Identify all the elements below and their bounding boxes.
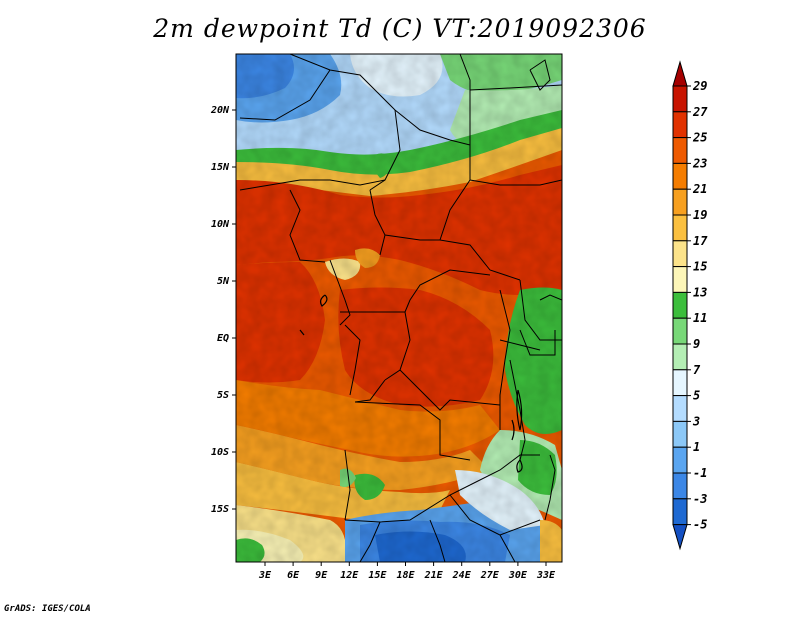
colorbar-label: 5 xyxy=(693,389,700,403)
colorbar-label: 1 xyxy=(693,440,700,454)
colorbar-label: -5 xyxy=(693,518,707,532)
colorbar-swatch xyxy=(672,291,688,319)
colorbar: 29 27 25 23 21 19 17 15 13 11 9 7 5 3 1 -1 -3 -5 xyxy=(672,60,708,551)
colorbar-swatch xyxy=(672,498,688,526)
colorbar-swatch xyxy=(672,214,688,242)
latitude-axis: 20N 15N 10N 5N EQ 5S 10S 15S xyxy=(210,105,236,515)
colorbar-label: 9 xyxy=(693,337,700,351)
colorbar-label: 13 xyxy=(693,285,707,299)
colorbar-label: 29 xyxy=(692,79,707,93)
colorbar-swatch xyxy=(672,369,688,397)
country-borders xyxy=(239,54,562,562)
colorbar-label: 27 xyxy=(692,105,708,119)
lat-tick-label: 20N xyxy=(210,105,230,116)
colorbar-label: 11 xyxy=(693,311,707,325)
lakes xyxy=(299,294,523,473)
lat-tick-label: 15S xyxy=(211,504,229,515)
credit-text: GrADS: IGES/COLA xyxy=(4,604,91,614)
colorbar-label: 19 xyxy=(693,208,707,222)
colorbar-swatch xyxy=(672,85,688,113)
lon-tick-label: 21E xyxy=(424,570,444,581)
colorbar-label: -3 xyxy=(693,492,707,506)
lon-tick-label: 6E xyxy=(287,570,300,581)
dewpoint-field xyxy=(236,54,562,562)
colorbar-swatch xyxy=(672,343,688,371)
lat-tick-label: 10N xyxy=(211,219,230,230)
colorbar-swatch xyxy=(672,420,688,448)
colorbar-swatch xyxy=(672,266,688,293)
lat-tick-label: 10S xyxy=(211,447,229,458)
lon-tick-label: 15E xyxy=(368,570,387,581)
colorbar-label: 21 xyxy=(692,182,707,196)
colorbar-swatch xyxy=(672,446,688,474)
colorbar-swatch xyxy=(672,317,688,345)
lon-tick-label: 12E xyxy=(340,570,359,581)
colorbar-bottom-arrow xyxy=(672,524,688,551)
map-frame xyxy=(235,53,563,563)
colorbar-swatch xyxy=(672,111,688,139)
colorbar-swatch xyxy=(672,240,688,268)
chart-title: 2m dewpoint Td (C) VT:2019092306 xyxy=(153,14,647,43)
lat-tick-label: EQ xyxy=(217,333,229,344)
colorbar-label: -1 xyxy=(693,466,707,480)
colorbar-label: 3 xyxy=(692,414,700,428)
colorbar-swatch xyxy=(672,472,688,500)
lon-tick-label: 30E xyxy=(508,570,528,581)
longitude-axis: 3E 6E 9E 12E 15E 18E 21E 24E 27E 30E 33E xyxy=(258,562,556,581)
lon-tick-label: 3E xyxy=(258,570,272,581)
lat-tick-label: 5S xyxy=(217,390,229,401)
lon-tick-label: 24E xyxy=(452,570,472,581)
lat-tick-label: 5N xyxy=(217,276,230,287)
lon-tick-label: 33E xyxy=(536,570,556,581)
lat-tick-label: 15N xyxy=(211,162,230,173)
colorbar-label: 25 xyxy=(692,131,707,145)
colorbar-label: 7 xyxy=(693,363,701,377)
colorbar-label: 23 xyxy=(692,156,707,170)
colorbar-label: 17 xyxy=(693,234,708,248)
colorbar-swatch xyxy=(672,162,688,190)
colorbar-swatch xyxy=(672,137,688,164)
colorbar-label: 15 xyxy=(693,260,707,274)
colorbar-swatch xyxy=(672,188,688,216)
colorbar-swatch xyxy=(672,395,688,422)
lon-tick-label: 9E xyxy=(315,570,328,581)
lon-tick-label: 18E xyxy=(396,570,415,581)
lon-tick-label: 27E xyxy=(480,570,500,581)
colorbar-top-arrow xyxy=(672,60,688,87)
